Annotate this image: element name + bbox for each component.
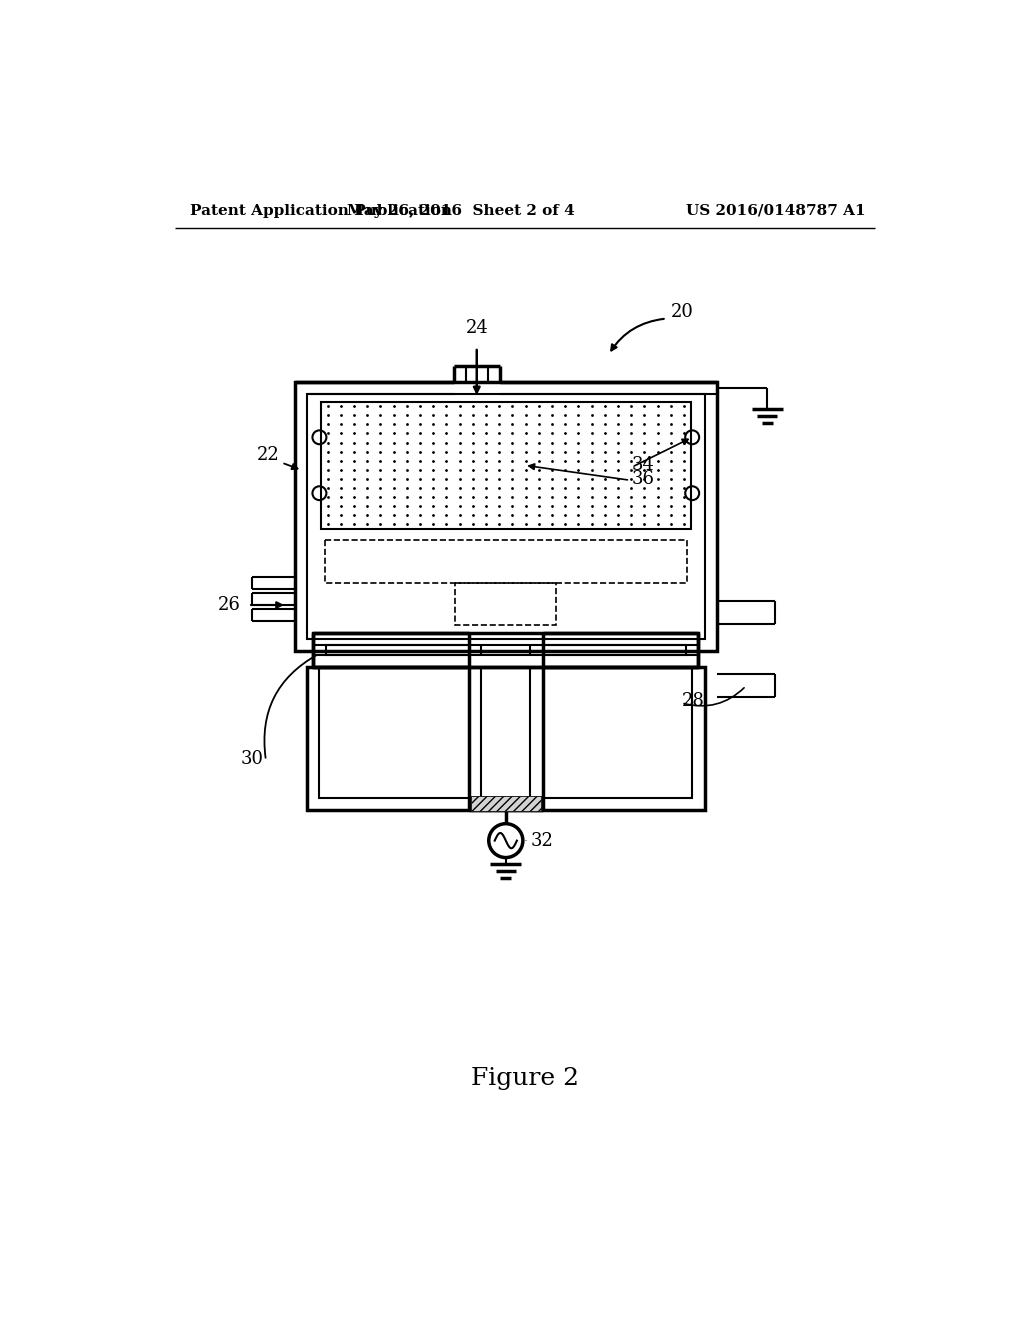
- Text: Figure 2: Figure 2: [471, 1067, 579, 1090]
- Text: US 2016/0148787 A1: US 2016/0148787 A1: [686, 203, 865, 218]
- Bar: [471, 796, 541, 812]
- Text: 24: 24: [465, 319, 488, 337]
- Bar: [307, 668, 705, 809]
- Bar: [326, 645, 686, 655]
- Text: 36: 36: [632, 470, 654, 487]
- Bar: [295, 381, 717, 651]
- Bar: [319, 668, 692, 797]
- Text: 26: 26: [217, 597, 241, 614]
- Text: 30: 30: [241, 750, 263, 768]
- Text: 34: 34: [632, 455, 654, 474]
- Bar: [313, 632, 698, 668]
- Bar: [325, 540, 687, 582]
- Text: 20: 20: [671, 304, 693, 321]
- Text: 32: 32: [530, 832, 554, 850]
- Bar: [321, 401, 690, 529]
- Bar: [455, 582, 556, 626]
- Bar: [307, 395, 705, 639]
- Text: May 26, 2016  Sheet 2 of 4: May 26, 2016 Sheet 2 of 4: [347, 203, 575, 218]
- Bar: [471, 796, 541, 812]
- Text: 28: 28: [682, 692, 705, 710]
- Text: Patent Application Publication: Patent Application Publication: [190, 203, 452, 218]
- Text: 22: 22: [256, 446, 280, 463]
